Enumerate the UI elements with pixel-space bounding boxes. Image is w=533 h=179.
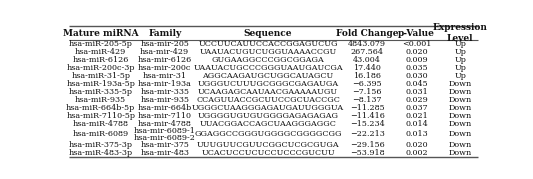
- Text: Up: Up: [454, 48, 466, 56]
- Text: hsa-mir-429: hsa-mir-429: [140, 48, 189, 56]
- Text: hsa-mir-335: hsa-mir-335: [140, 88, 189, 96]
- Text: 0.013: 0.013: [405, 130, 428, 138]
- Text: −29.156: −29.156: [350, 141, 384, 149]
- Text: −8.137: −8.137: [352, 96, 382, 104]
- Text: hsa-miR-429: hsa-miR-429: [75, 48, 126, 56]
- Text: 0.020: 0.020: [406, 141, 428, 149]
- Text: Up: Up: [454, 64, 466, 72]
- Text: Down: Down: [448, 96, 472, 104]
- Text: Down: Down: [448, 112, 472, 120]
- Text: hsa-mir-4788: hsa-mir-4788: [138, 120, 192, 128]
- Text: UCAAGAGCAAUAACGAAAAAUGU: UCAAGAGCAAUAACGAAAAAUGU: [198, 88, 338, 96]
- Text: hsa-mir-935: hsa-mir-935: [140, 96, 189, 104]
- Text: 0.029: 0.029: [405, 96, 428, 104]
- Text: GGAGGCCGGGUGGGGCGGGGCGG: GGAGGCCGGGUGGGGCGGGGCGG: [194, 130, 342, 138]
- Text: 43.004: 43.004: [353, 56, 381, 64]
- Text: UCACUCCUCUCCUCCCGUCUU: UCACUCCUCUCCUCCCGUCUU: [201, 149, 335, 157]
- Text: hsa-miR-4788: hsa-miR-4788: [72, 120, 128, 128]
- Text: hsa-mir-6089-2: hsa-mir-6089-2: [134, 134, 196, 142]
- Text: p-Value: p-Value: [398, 28, 435, 38]
- Text: Family: Family: [148, 28, 181, 38]
- Text: −6.395: −6.395: [352, 80, 382, 88]
- Text: hsa-mir-200c: hsa-mir-200c: [138, 64, 191, 72]
- Text: hsa-miR-31-5p: hsa-miR-31-5p: [71, 72, 130, 80]
- Text: Sequence: Sequence: [244, 28, 292, 38]
- Text: UGGGUCUUUGCGGGCGAGAUGA: UGGGUCUUUGCGGGCGAGAUGA: [197, 80, 338, 88]
- Text: Expression
Level: Expression Level: [433, 23, 488, 43]
- Text: hsa-miR-6126: hsa-miR-6126: [72, 56, 129, 64]
- Text: hsa-miR-664b-5p: hsa-miR-664b-5p: [66, 104, 135, 112]
- Text: −53.918: −53.918: [350, 149, 384, 157]
- Text: Mature miRNA: Mature miRNA: [63, 28, 139, 38]
- Text: hsa-miR-6089: hsa-miR-6089: [72, 130, 129, 138]
- Text: −11.285: −11.285: [350, 104, 384, 112]
- Text: UUACGGACCAGCUAAGGGAGGC: UUACGGACCAGCUAAGGGAGGC: [199, 120, 336, 128]
- Text: 0.030: 0.030: [406, 72, 428, 80]
- Text: 0.031: 0.031: [405, 88, 428, 96]
- Text: UUUGUUCGUUCGGCUCGCGUGA: UUUGUUCGUUCGGCUCGCGUGA: [197, 141, 340, 149]
- Text: 0.045: 0.045: [406, 80, 428, 88]
- Text: AGGCAAGAUGCUGGCAUAGCU: AGGCAAGAUGCUGGCAUAGCU: [203, 72, 334, 80]
- Text: <0.001: <0.001: [402, 40, 431, 48]
- Text: 0.035: 0.035: [406, 64, 428, 72]
- Text: hsa-miR-935: hsa-miR-935: [75, 96, 126, 104]
- Text: hsa-miR-193a-5p: hsa-miR-193a-5p: [66, 80, 135, 88]
- Text: hsa-mir-205: hsa-mir-205: [140, 40, 189, 48]
- Text: 4843.079: 4843.079: [348, 40, 386, 48]
- Text: −22.213: −22.213: [350, 130, 385, 138]
- Text: Down: Down: [448, 141, 472, 149]
- Text: Up: Up: [454, 40, 466, 48]
- Text: hsa-mir-6126: hsa-mir-6126: [138, 56, 192, 64]
- Text: 16.186: 16.186: [353, 72, 381, 80]
- Text: Down: Down: [448, 149, 472, 157]
- Text: 0.014: 0.014: [405, 120, 428, 128]
- Text: UAAUACUGUCUGGUAAAACCGU: UAAUACUGUCUGGUAAAACCGU: [199, 48, 337, 56]
- Text: hsa-mir-31: hsa-mir-31: [143, 72, 187, 80]
- Text: 0.002: 0.002: [406, 149, 428, 157]
- Text: hsa-mir-193a: hsa-mir-193a: [138, 80, 192, 88]
- Text: hsa-mir-7110: hsa-mir-7110: [138, 112, 192, 120]
- Text: 0.021: 0.021: [405, 112, 428, 120]
- Text: UCCUUCAUUCCACCGGAGUCUG: UCCUUCAUUCCACCGGAGUCUG: [198, 40, 338, 48]
- Text: −15.234: −15.234: [350, 120, 384, 128]
- Text: UGGGCUAAGGGAGAUGAUUGGGUA: UGGGCUAAGGGAGAUGAUUGGGUA: [192, 104, 344, 112]
- Text: −11.416: −11.416: [350, 112, 385, 120]
- Text: Down: Down: [448, 104, 472, 112]
- Text: 0.020: 0.020: [406, 48, 428, 56]
- Text: 0.037: 0.037: [406, 104, 428, 112]
- Text: UGGGGUGUGUGGGGAGAGAGAG: UGGGGUGUGUGGGGAGAGAGAG: [198, 112, 338, 120]
- Text: hsa-miR-375-3p: hsa-miR-375-3p: [69, 141, 133, 149]
- Text: Down: Down: [448, 80, 472, 88]
- Text: Down: Down: [448, 120, 472, 128]
- Text: hsa-miR-483-3p: hsa-miR-483-3p: [69, 149, 133, 157]
- Text: hsa-mir-664b: hsa-mir-664b: [138, 104, 192, 112]
- Text: CCAGUUACCGCUUCCGCUACCGC: CCAGUUACCGCUUCCGCUACCGC: [196, 96, 340, 104]
- Text: UAAUACUGCCCGGGUAAUGAUCGA: UAAUACUGCCCGGGUAAUGAUCGA: [193, 64, 343, 72]
- Text: GUGAAGGCCCGGCGGAGA: GUGAAGGCCCGGCGGAGA: [212, 56, 325, 64]
- Text: hsa-miR-200c-3p: hsa-miR-200c-3p: [67, 64, 135, 72]
- Text: Up: Up: [454, 72, 466, 80]
- Text: 17.440: 17.440: [353, 64, 381, 72]
- Text: hsa-miR-7110-5p: hsa-miR-7110-5p: [66, 112, 135, 120]
- Text: hsa-miR-205-5p: hsa-miR-205-5p: [69, 40, 133, 48]
- Text: hsa-mir-6089-1: hsa-mir-6089-1: [134, 127, 196, 135]
- Text: 267.564: 267.564: [351, 48, 384, 56]
- Text: Down: Down: [448, 130, 472, 138]
- Text: hsa-mir-483: hsa-mir-483: [140, 149, 189, 157]
- Text: hsa-miR-335-5p: hsa-miR-335-5p: [69, 88, 133, 96]
- Text: Fold Change: Fold Change: [336, 28, 398, 38]
- Text: Down: Down: [448, 88, 472, 96]
- Text: hsa-mir-375: hsa-mir-375: [140, 141, 189, 149]
- Text: −7.156: −7.156: [352, 88, 382, 96]
- Text: 0.009: 0.009: [406, 56, 428, 64]
- Text: Up: Up: [454, 56, 466, 64]
